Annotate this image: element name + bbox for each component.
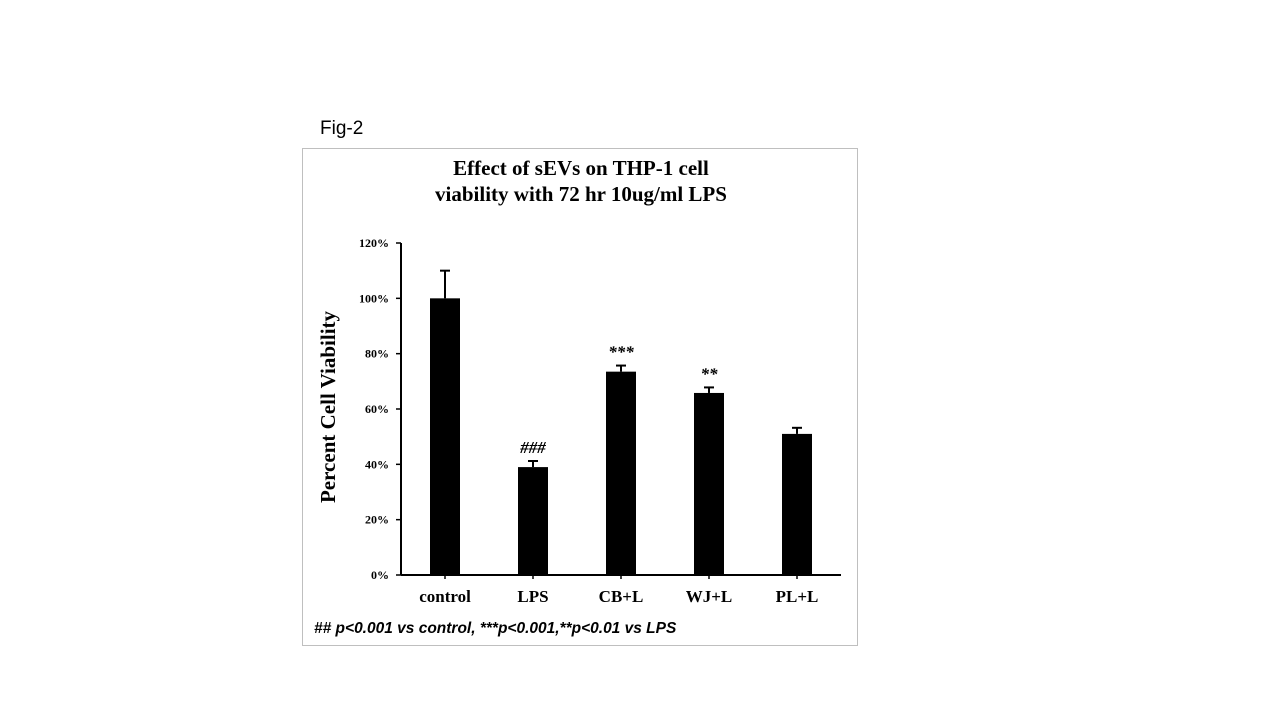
y-tick-label: 80% [365, 347, 389, 361]
y-tick-label: 40% [365, 457, 389, 471]
x-tick-label: WJ+L [686, 587, 733, 606]
significance-annotation: ** [701, 364, 719, 383]
footnote: ## p<0.001 vs control, ***p<0.001,**p<0.… [314, 620, 677, 637]
y-tick-label: 0% [371, 568, 389, 582]
y-tick-label: 120% [359, 236, 389, 250]
bar [782, 433, 812, 575]
bar [694, 392, 724, 575]
bar-chart: Effect of sEVs on THP-1 cell viability w… [316, 156, 841, 606]
bar [518, 467, 548, 575]
x-tick-label: LPS [517, 587, 548, 606]
significance-annotation: ### [519, 438, 546, 457]
bar [430, 298, 460, 575]
y-tick-label: 100% [359, 291, 389, 305]
bar [606, 371, 636, 575]
y-tick-label: 60% [365, 402, 389, 416]
chart-frame: Effect of sEVs on THP-1 cell viability w… [302, 148, 858, 646]
chart-title-line-2: viability with 72 hr 10ug/ml LPS [435, 182, 727, 206]
y-tick-label: 20% [365, 513, 389, 527]
significance-annotation: *** [608, 343, 634, 362]
plot-area: 0% 20% 40% 60% 80% 100% 120% control LPS ### CB+L *… [359, 236, 841, 606]
x-tick-label: control [419, 587, 471, 606]
x-tick-label: CB+L [599, 587, 644, 606]
chart-title-line-1: Effect of sEVs on THP-1 cell [453, 156, 709, 180]
y-axis-label: Percent Cell Viability [316, 310, 340, 503]
figure-label: Fig-2 [320, 118, 364, 139]
x-tick-label: PL+L [776, 587, 819, 606]
